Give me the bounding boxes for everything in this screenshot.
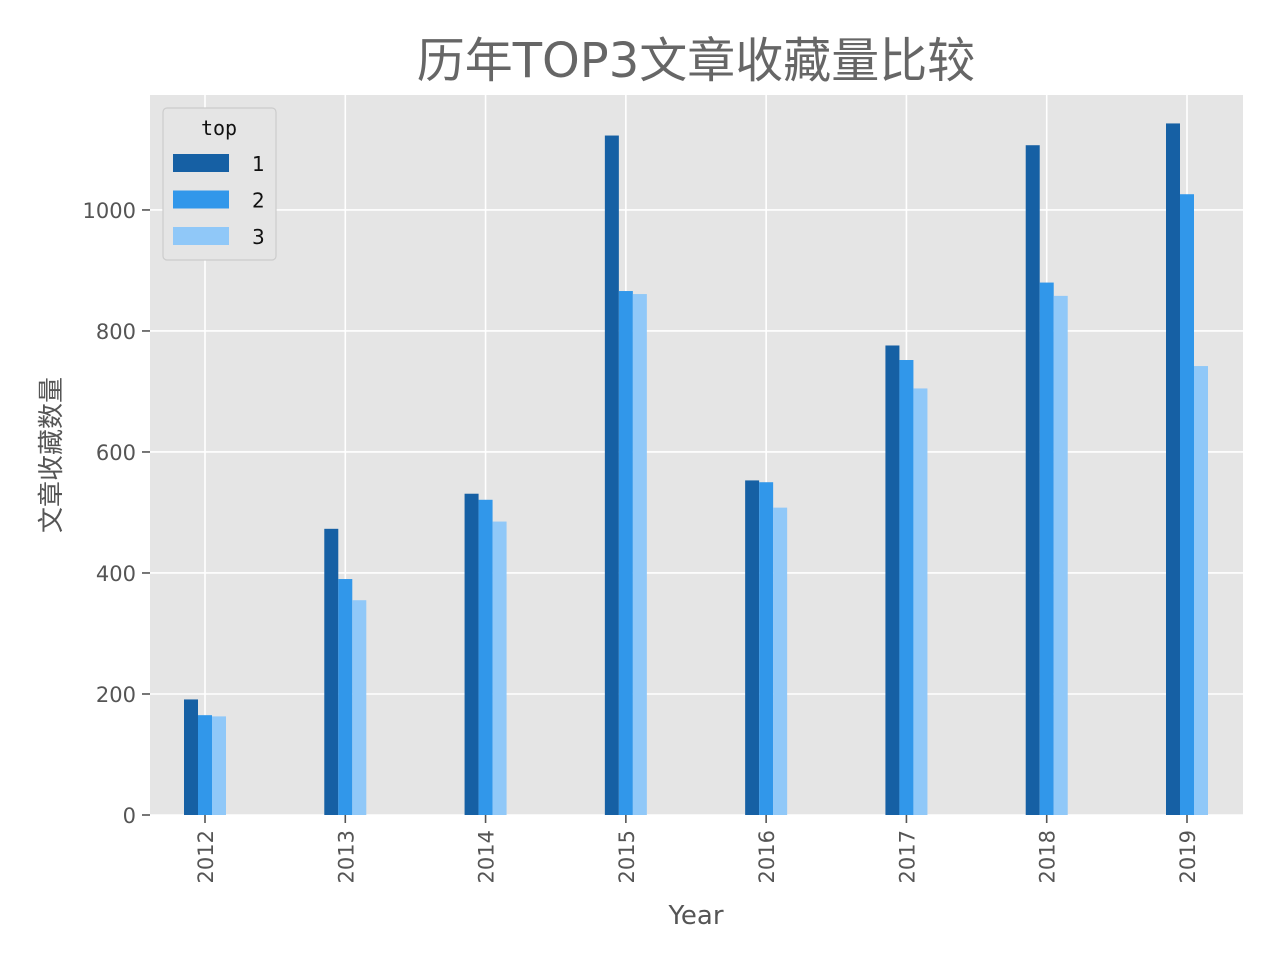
- bar-series-2-2016: [759, 482, 774, 815]
- legend-label-1: 1: [252, 152, 265, 176]
- x-tick-label: 2012: [194, 830, 218, 883]
- chart-title: 历年TOP3文章收藏量比较: [417, 33, 976, 89]
- x-tick-label: 2015: [615, 830, 639, 883]
- x-axis-label: Year: [667, 901, 723, 931]
- y-tick-label: 200: [96, 683, 136, 707]
- y-tick-label: 0: [123, 804, 136, 828]
- plot-area: [150, 95, 1243, 815]
- y-tick-label: 1000: [83, 199, 136, 223]
- bar-series-1-2013: [324, 528, 339, 815]
- bar-series-3-2015: [632, 294, 647, 815]
- bar-series-2-2017: [899, 360, 914, 815]
- x-tick-label: 2019: [1176, 830, 1200, 883]
- bar-series-3-2014: [492, 521, 507, 815]
- bars: [184, 123, 1208, 816]
- bar-series-1-2019: [1166, 123, 1180, 816]
- bar-series-1-2017: [885, 345, 900, 815]
- bar-series-1-2016: [745, 480, 760, 815]
- x-tick-label: 2018: [1036, 830, 1060, 883]
- x-tick-label: 2017: [895, 830, 919, 883]
- x-tick-label: 2013: [334, 830, 358, 883]
- legend-label-2: 2: [252, 189, 265, 213]
- legend-label-3: 3: [252, 225, 265, 249]
- legend-swatch-3: [173, 227, 229, 245]
- bar-series-1-2015: [604, 135, 619, 815]
- bar-series-3-2017: [913, 388, 928, 815]
- bar-series-3-2012: [212, 716, 226, 815]
- bar-series-1-2018: [1025, 145, 1040, 815]
- bar-series-3-2016: [773, 507, 788, 815]
- bar-series-1-2014: [464, 493, 479, 815]
- x-tick-label: 2016: [755, 830, 779, 883]
- bar-series-2-2019: [1180, 194, 1194, 815]
- legend: top 1 2 3: [162, 107, 277, 261]
- bar-series-2-2012: [198, 715, 212, 815]
- legend-swatch-2: [173, 190, 229, 209]
- bar-series-2-2015: [618, 291, 633, 816]
- y-axis-label: 文章收藏数量: [37, 377, 67, 533]
- bar-series-2-2013: [338, 579, 353, 815]
- axes: 0 200 400 600 800 1000 2012 2013 2014 2015 2016 201…: [83, 199, 1200, 883]
- y-tick-label: 400: [96, 562, 136, 586]
- bar-series-3-2019: [1194, 366, 1208, 815]
- legend-box: [162, 107, 277, 261]
- bar-series-2-2014: [478, 499, 493, 815]
- y-tick-label: 800: [96, 320, 136, 344]
- legend-title: top: [201, 116, 237, 140]
- bar-series-2-2018: [1039, 282, 1054, 816]
- bar-series-3-2013: [352, 600, 367, 815]
- bar-series-1-2012: [184, 699, 198, 815]
- x-tick-label: 2014: [475, 830, 499, 883]
- bar-series-3-2018: [1053, 295, 1068, 815]
- legend-swatch-1: [173, 154, 229, 172]
- y-tick-label: 600: [96, 441, 136, 465]
